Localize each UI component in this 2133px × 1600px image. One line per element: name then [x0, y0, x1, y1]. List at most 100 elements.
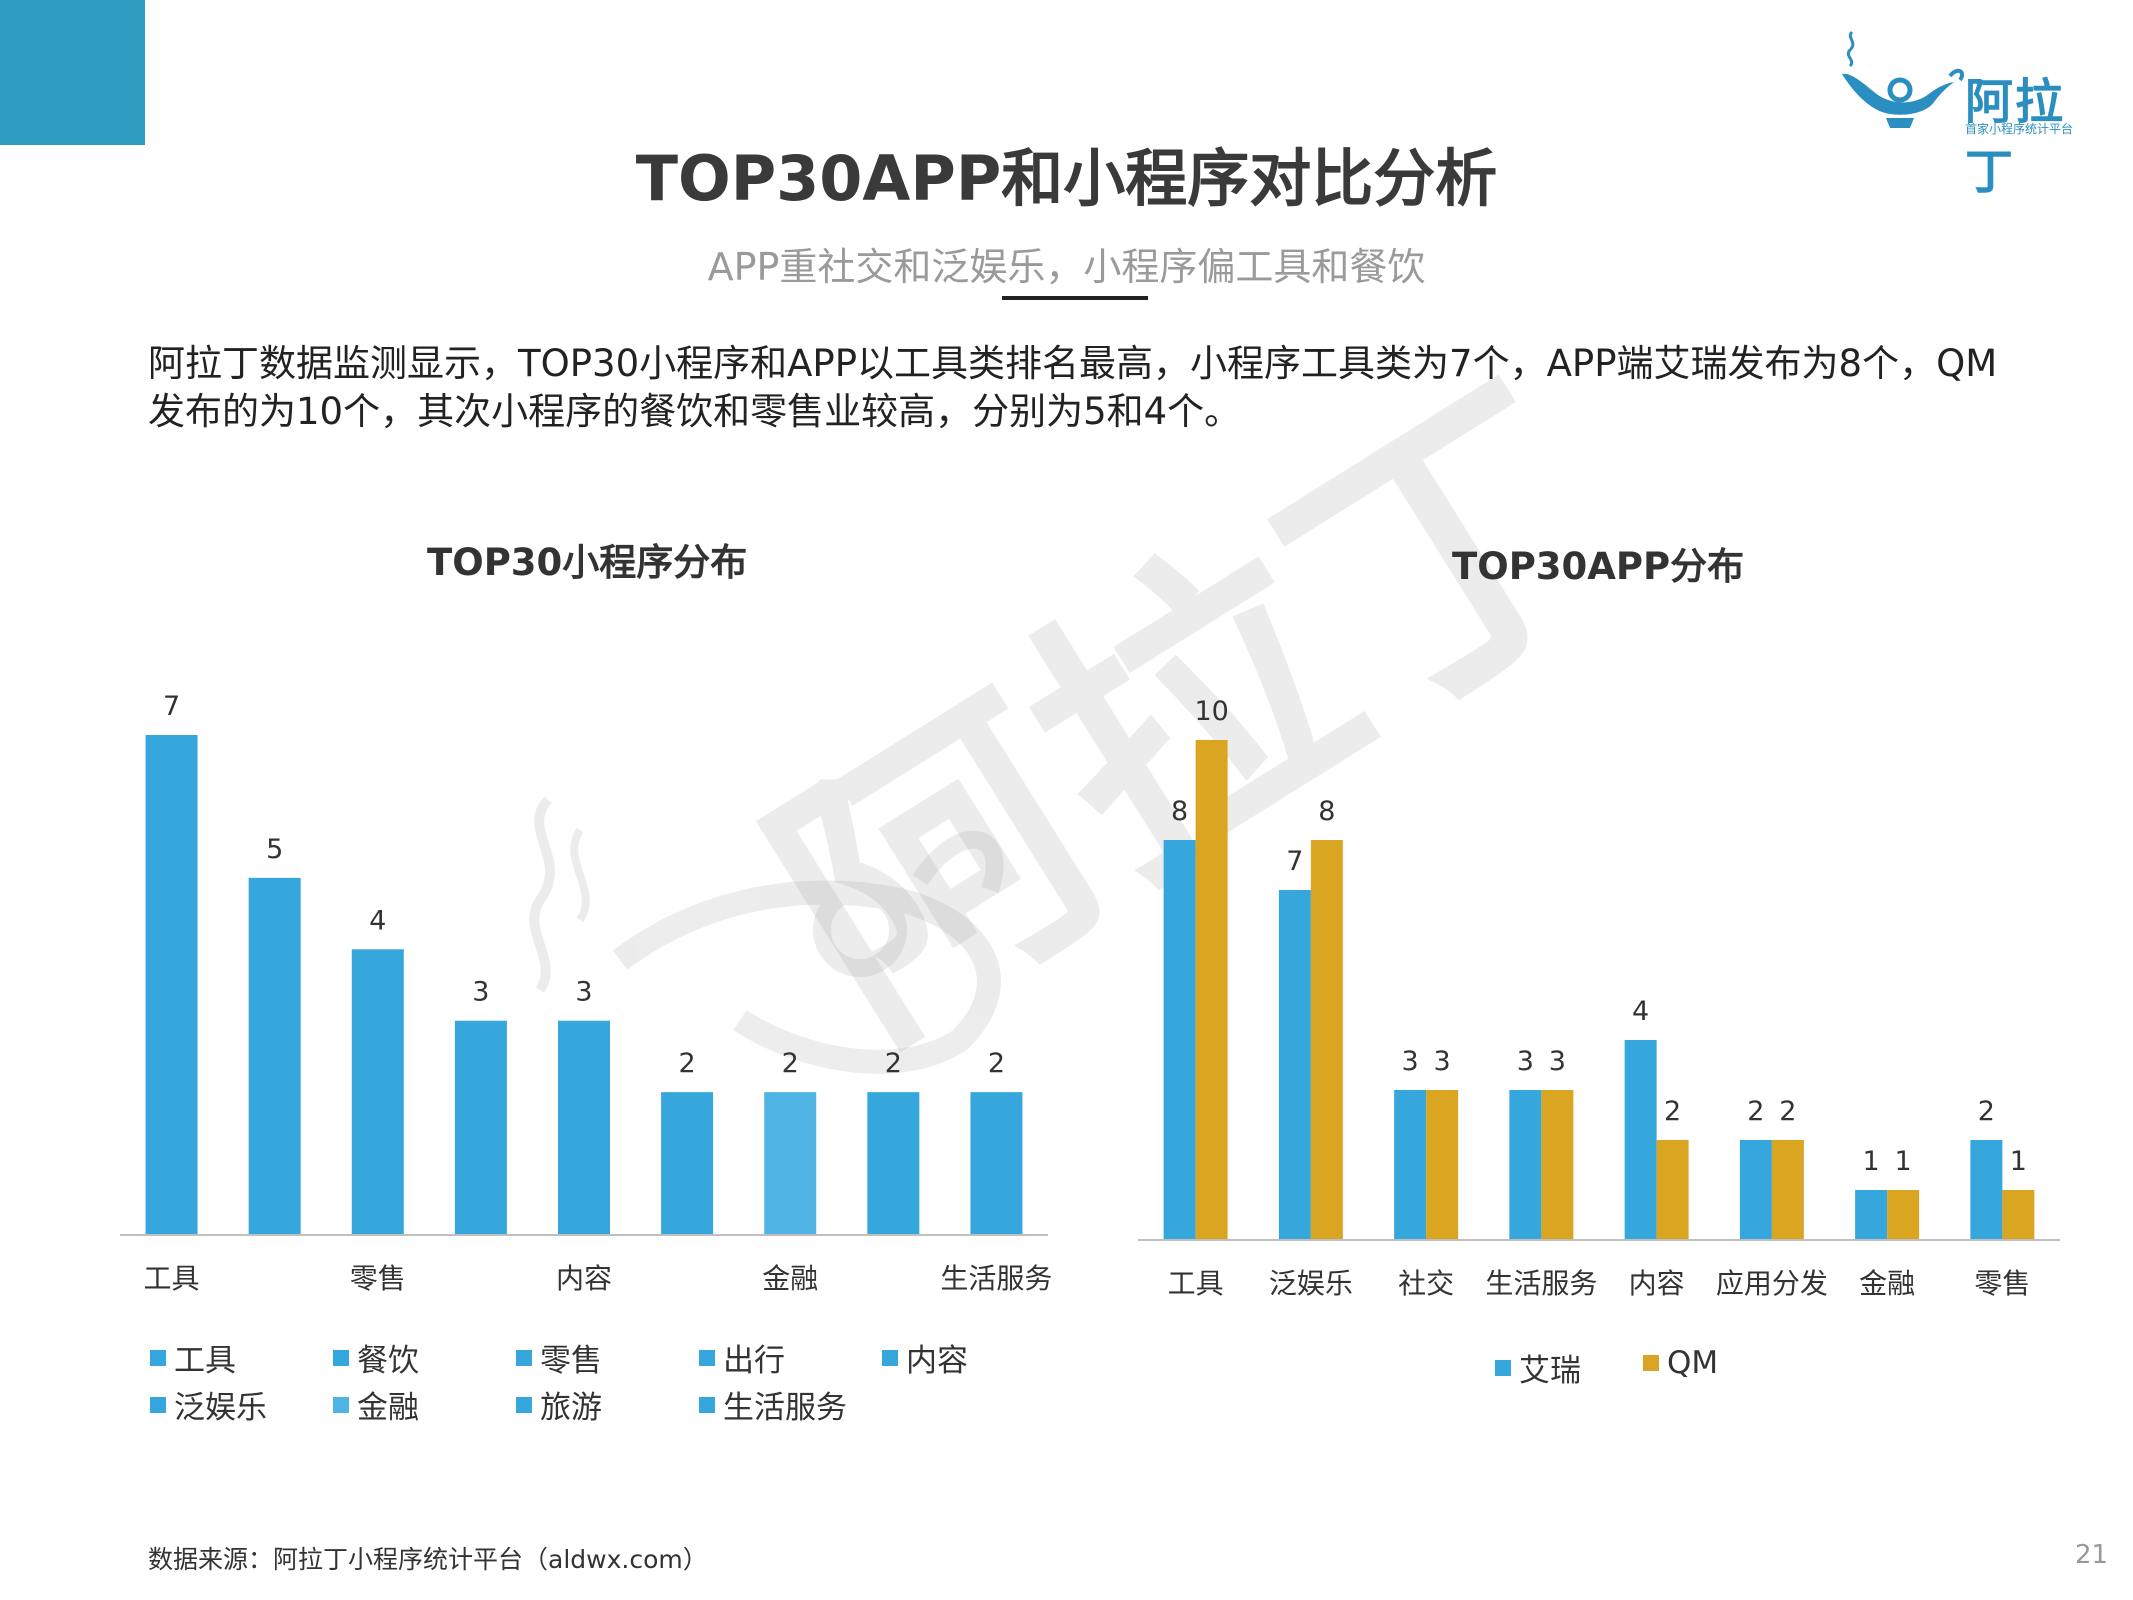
chart1-data-label: 2	[679, 1048, 696, 1079]
chart1-legend-item: 泛娱乐	[150, 1382, 267, 1427]
chart2-bar-airui	[1739, 1140, 1772, 1240]
chart1-legend-label: 零售	[540, 1343, 602, 1379]
chart1-legend-swatch	[516, 1396, 532, 1413]
chart1-legend-item: 零售	[516, 1335, 602, 1380]
chart1-legend-swatch	[333, 1349, 349, 1366]
chart2-legend-label: QM	[1667, 1345, 1719, 1381]
chart2-bar-airui	[1855, 1190, 1888, 1240]
chart2-data-label: 7	[1286, 846, 1303, 877]
chart2-bar-qm	[1656, 1140, 1689, 1240]
chart1-legend-item: 工具	[150, 1335, 236, 1380]
chart1-bar	[248, 877, 301, 1235]
chart2-data-label: 4	[1632, 996, 1649, 1027]
chart1-legend-label: 金融	[357, 1390, 419, 1426]
chart2-data-label: 3	[1517, 1046, 1534, 1077]
chart2-data-label: 3	[1402, 1046, 1419, 1077]
chart2-legend-item: QM	[1643, 1345, 1718, 1381]
chart1-legend-label: 生活服务	[723, 1390, 847, 1426]
chart2-data-label: 1	[1895, 1146, 1912, 1177]
logo-tagline: 首家小程序统计平台	[1965, 122, 2074, 136]
chart2-bar-qm	[1541, 1090, 1574, 1240]
chart1-tick-label: 内容	[556, 1262, 612, 1295]
description-paragraph: 阿拉丁数据监测显示，TOP30小程序和APP以工具类排名最高，小程序工具类为7个…	[148, 342, 1998, 433]
chart2-bar-qm	[1887, 1190, 1920, 1240]
chart2-bar-qm	[1426, 1090, 1459, 1240]
chart1-bar	[867, 1092, 920, 1235]
chart2-legend-swatch	[1495, 1359, 1511, 1376]
chart2-data-label: 8	[1171, 796, 1188, 827]
chart2-legend-swatch	[1643, 1355, 1659, 1371]
corner-accent-block	[0, 0, 145, 145]
page-number: 21	[2075, 1540, 2109, 1570]
chart2-bar-qm	[1195, 740, 1228, 1240]
chart1-legend-label: 工具	[174, 1343, 236, 1379]
chart1-legend-swatch	[150, 1349, 166, 1366]
chart1-data-label: 2	[988, 1048, 1005, 1079]
chart2-bar-qm	[1310, 840, 1343, 1240]
chart2-bar-airui	[1163, 840, 1196, 1240]
chart1-legend-item: 生活服务	[699, 1382, 847, 1427]
chart1-data-label: 2	[782, 1048, 799, 1079]
chart1-title: TOP30小程序分布	[427, 541, 748, 584]
chart1-data-label: 4	[369, 905, 386, 936]
chart2-data-label: 1	[2010, 1146, 2027, 1177]
chart2-tick-label: 零售	[1974, 1267, 2030, 1300]
chart1-legend-swatch	[699, 1349, 715, 1366]
chart2-tick-label: 应用分发	[1716, 1267, 1828, 1300]
chart1-legend-swatch	[699, 1396, 715, 1413]
chart2-data-label: 10	[1194, 696, 1228, 727]
chart2-bar-airui	[1394, 1090, 1427, 1240]
chart2-data-label: 2	[1664, 1096, 1681, 1127]
chart1-data-label: 2	[885, 1048, 902, 1079]
chart2-tick-label: 社交	[1398, 1267, 1454, 1300]
chart1-legend-swatch	[882, 1349, 898, 1366]
chart2-data-label: 8	[1318, 796, 1335, 827]
chart2-data-label: 1	[1863, 1146, 1880, 1177]
chart2-tick-label: 金融	[1859, 1267, 1915, 1300]
chart1-tick-label: 工具	[144, 1262, 200, 1295]
chart1-legend-item: 餐饮	[333, 1335, 419, 1380]
logo-wordmark: 阿拉丁	[1965, 74, 2066, 200]
chart2-data-label: 3	[1549, 1046, 1566, 1077]
page-subtitle: APP重社交和泛娱乐，小程序偏工具和餐饮	[707, 245, 1426, 289]
chart1-bar	[351, 949, 404, 1235]
chart2-tick-label: 泛娱乐	[1269, 1267, 1353, 1300]
chart1-data-label: 3	[575, 977, 592, 1008]
chart1-legend-swatch	[516, 1349, 532, 1366]
chart2-bar-airui	[1624, 1040, 1657, 1240]
chart1-legend-swatch	[333, 1396, 349, 1413]
chart1-bar	[970, 1092, 1023, 1235]
chart2-title: TOP30APP分布	[1452, 545, 1745, 588]
chart1-legend-swatch	[150, 1396, 166, 1413]
page-title: TOP30APP和小程序对比分析	[635, 142, 1498, 215]
chart2-data-label: 3	[1434, 1046, 1451, 1077]
chart1-legend-label: 泛娱乐	[174, 1390, 267, 1426]
magic-lamp-icon	[1842, 30, 1965, 128]
chart1-data-label: 3	[472, 977, 489, 1008]
chart1-tick-label: 金融	[762, 1262, 818, 1295]
chart1-legend-label: 餐饮	[357, 1343, 419, 1379]
chart1-bar	[661, 1092, 714, 1235]
chart1-bar	[764, 1092, 817, 1235]
chart2-data-label: 2	[1779, 1096, 1796, 1127]
chart1-bar	[145, 735, 198, 1235]
chart1-bar	[558, 1020, 610, 1235]
chart2-bar-airui	[1278, 890, 1311, 1240]
chart1-bar	[454, 1020, 507, 1235]
chart1-legend-item: 出行	[699, 1335, 785, 1380]
chart1-legend-item: 旅游	[516, 1382, 602, 1427]
data-source-note: 数据来源：阿拉丁小程序统计平台（aldwx.com）	[148, 1545, 708, 1574]
chart2-tick-label: 内容	[1629, 1267, 1685, 1300]
chart2-tick-label: 生活服务	[1485, 1267, 1597, 1300]
chart1-data-label: 5	[266, 834, 283, 865]
chart2-bar-airui	[1970, 1140, 2003, 1240]
chart1-tick-label: 零售	[350, 1262, 406, 1295]
chart1-legend-label: 旅游	[540, 1390, 602, 1426]
chart1-tick-label: 生活服务	[940, 1262, 1052, 1295]
chart2-bar-airui	[1509, 1090, 1542, 1240]
chart1-legend-label: 出行	[723, 1343, 785, 1379]
aladdin-logo: 阿拉丁 首家小程序统计平台	[1830, 22, 2110, 200]
subtitle-divider	[1002, 296, 1148, 300]
chart1-legend-label: 内容	[906, 1343, 968, 1379]
